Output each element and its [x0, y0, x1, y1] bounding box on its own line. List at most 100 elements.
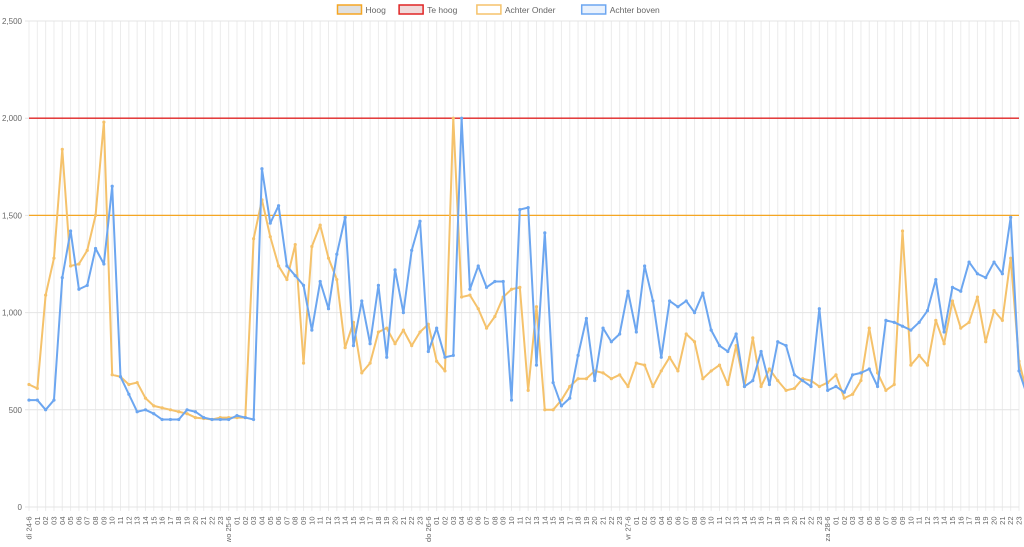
x-tick-label: 17	[166, 517, 175, 525]
x-tick-label: 03	[249, 517, 258, 525]
x-tick-label: 12	[923, 517, 932, 525]
data-point-achter-onder	[984, 340, 988, 344]
x-tick-label: 22	[1006, 517, 1015, 525]
data-point-achter-onder	[326, 256, 331, 260]
x-tick-label: 23	[216, 517, 225, 525]
data-point-achter-boven	[27, 398, 31, 402]
data-point-achter-boven	[193, 410, 197, 414]
data-point-achter-onder	[609, 377, 613, 381]
data-point-achter-boven	[143, 408, 148, 412]
data-point-achter-onder	[900, 229, 905, 233]
data-point-achter-boven	[235, 414, 239, 418]
data-point-achter-boven	[152, 412, 156, 416]
data-point-achter-boven	[609, 340, 613, 344]
x-tick-label: 07	[282, 517, 291, 525]
data-point-achter-boven	[551, 380, 555, 385]
data-point-achter-boven	[93, 246, 98, 251]
data-point-achter-boven	[401, 311, 405, 315]
y-tick-label: 1,500	[2, 211, 23, 220]
data-point-achter-boven	[859, 371, 863, 375]
x-tick-label: za 28-6	[823, 517, 832, 542]
data-point-achter-boven	[851, 373, 855, 377]
data-point-achter-onder	[368, 361, 372, 365]
data-point-achter-boven	[60, 276, 64, 280]
x-tick-label: 06	[873, 517, 882, 525]
data-point-achter-boven	[701, 291, 705, 295]
data-point-achter-onder	[385, 326, 389, 330]
data-point-achter-onder	[601, 371, 605, 375]
y-tick-label: 500	[9, 406, 23, 415]
data-point-achter-onder	[310, 244, 314, 249]
x-tick-label: 10	[507, 517, 516, 525]
data-point-achter-onder	[643, 363, 647, 367]
series-line-achter-boven	[29, 117, 1024, 421]
x-tick-label: 18	[174, 517, 183, 525]
data-point-achter-onder	[451, 116, 455, 120]
data-point-achter-onder	[759, 384, 763, 389]
data-point-achter-boven	[884, 318, 888, 322]
x-tick-label: 19	[981, 517, 990, 525]
data-point-achter-onder	[992, 309, 996, 313]
x-tick-label: 12	[324, 517, 333, 525]
data-point-achter-onder	[917, 353, 921, 357]
x-tick-label: 02	[241, 517, 250, 525]
y-tick-label: 2,000	[2, 114, 23, 123]
x-tick-label: 10	[108, 517, 117, 525]
y-tick-label: 0	[18, 503, 23, 512]
grid-layer	[25, 20, 1020, 511]
data-point-achter-boven	[992, 260, 996, 264]
x-tick-label: 09	[698, 517, 707, 525]
x-tick-label: 08	[91, 517, 100, 525]
data-point-achter-onder	[77, 262, 81, 266]
data-point-achter-boven	[393, 268, 397, 272]
x-tick-label: 20	[191, 517, 200, 525]
data-point-achter-boven	[368, 342, 372, 346]
data-point-achter-onder	[110, 373, 114, 377]
x-tick-label: 01	[632, 517, 641, 525]
data-point-achter-boven	[476, 264, 480, 268]
x-tick-label: 21	[798, 517, 807, 525]
data-point-achter-boven	[709, 328, 713, 332]
data-point-achter-boven	[801, 379, 805, 383]
data-point-achter-onder	[576, 377, 580, 381]
data-point-achter-onder	[468, 293, 472, 297]
data-point-achter-onder	[1000, 318, 1004, 322]
data-point-achter-onder	[285, 277, 289, 282]
x-tick-label: 20	[391, 517, 400, 525]
data-point-achter-boven	[751, 379, 755, 383]
data-point-achter-onder	[618, 373, 622, 377]
x-tick-label: 10	[707, 517, 716, 525]
x-tick-label: 01	[232, 517, 241, 525]
x-tick-label: 03	[49, 517, 58, 525]
data-point-achter-boven	[227, 417, 231, 422]
data-point-achter-onder	[185, 412, 189, 416]
x-tick-label: 17	[765, 517, 774, 525]
x-tick-label: 06	[474, 517, 483, 525]
data-point-achter-boven	[360, 299, 364, 303]
data-point-achter-boven	[135, 410, 139, 414]
x-tick-label: 13	[332, 517, 341, 525]
x-tick-label: 16	[956, 517, 965, 525]
data-point-achter-onder	[293, 242, 297, 247]
x-tick-label: 22	[407, 517, 416, 525]
x-tick-label: 18	[973, 517, 982, 525]
x-tick-label: 09	[499, 517, 508, 525]
data-point-achter-boven	[385, 355, 389, 359]
data-point-achter-onder	[160, 406, 164, 410]
x-tick-label: 19	[183, 517, 192, 525]
data-point-achter-onder	[684, 332, 688, 336]
data-point-achter-boven	[925, 309, 930, 313]
data-point-achter-boven	[942, 330, 946, 334]
data-point-achter-onder	[867, 326, 871, 330]
x-tick-label: 22	[807, 517, 816, 525]
data-point-achter-onder	[859, 379, 863, 383]
data-point-achter-onder	[967, 320, 971, 324]
x-tick-label: 23	[615, 517, 624, 525]
x-tick-label: 05	[266, 517, 275, 525]
data-point-achter-onder	[626, 384, 630, 389]
x-tick-label: 03	[648, 517, 657, 525]
data-point-achter-onder	[335, 277, 339, 282]
x-tick-label: 21	[599, 517, 608, 525]
data-point-achter-onder	[551, 408, 555, 412]
x-tick-label: 14	[940, 517, 949, 525]
